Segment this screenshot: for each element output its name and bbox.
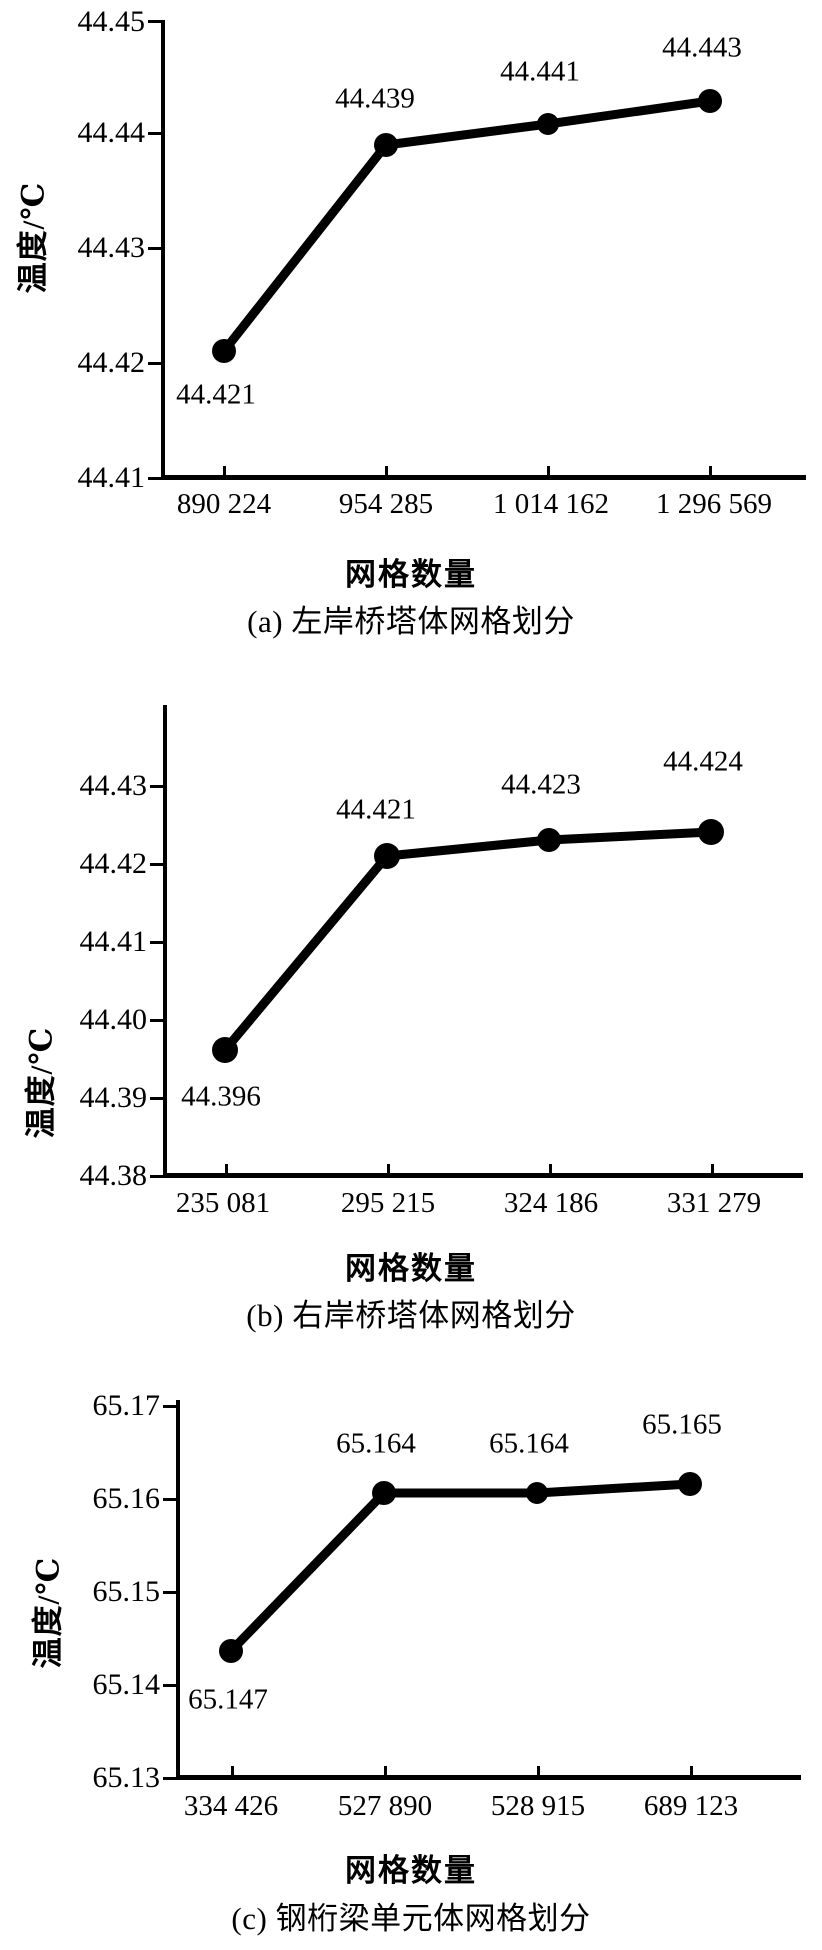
- chart-panel-b: 温度/℃ 44.38 44.39 44.40 44.41 44.42 44.43…: [0, 640, 822, 1340]
- y-tick-b-3: [150, 941, 163, 944]
- data-label-c-0: 65.147: [188, 1683, 268, 1716]
- y-tick-label-c-3: 65.16: [92, 1482, 161, 1515]
- x-tick-c-1: [384, 1766, 387, 1780]
- series-line-a: [212, 89, 722, 363]
- x-axis-line-c: [176, 1775, 801, 1780]
- y-tick-a-1: [148, 362, 161, 365]
- y-axis-line-a: [161, 20, 165, 480]
- data-label-b-0: 44.396: [181, 1080, 261, 1113]
- x-axis-title-b: 网格数量: [345, 1251, 477, 1286]
- x-tick-b-1: [387, 1164, 390, 1178]
- data-label-b-1: 44.421: [336, 793, 416, 826]
- data-label-a-0: 44.421: [176, 378, 256, 411]
- y-tick-label-b-0: 44.38: [79, 1159, 148, 1192]
- y-tick-label-b-1: 44.39: [79, 1081, 148, 1114]
- data-label-c-3: 65.165: [642, 1408, 722, 1441]
- y-tick-label-b-2: 44.40: [79, 1003, 148, 1036]
- x-tick-label-a-1: 954 285: [338, 488, 434, 520]
- panel-caption-a: (a) 左岸桥塔体网格划分: [247, 604, 575, 639]
- x-tick-label-c-0: 334 426: [183, 1790, 279, 1822]
- x-tick-label-a-0: 890 224: [176, 488, 272, 520]
- x-tick-a-0: [223, 466, 226, 480]
- x-axis-title-c: 网格数量: [345, 1853, 477, 1888]
- x-axis-title-a: 网格数量: [345, 557, 477, 592]
- x-tick-a-3: [709, 466, 712, 480]
- panel-caption-b: (b) 右岸桥塔体网格划分: [246, 1298, 576, 1333]
- x-tick-c-0: [231, 1766, 234, 1780]
- y-tick-b-0: [150, 1175, 163, 1178]
- y-tick-label-c-1: 65.14: [92, 1668, 161, 1701]
- x-axis-line-b: [163, 1173, 803, 1178]
- data-label-a-3: 44.443: [662, 31, 742, 64]
- x-tick-a-1: [385, 466, 388, 480]
- y-tick-b-1: [150, 1097, 163, 1100]
- panel-caption-c: (c) 钢桁梁单元体网格划分: [231, 1901, 591, 1936]
- y-tick-b-5: [150, 785, 163, 788]
- series-line-b: [212, 819, 724, 1063]
- y-tick-label-b-5: 44.43: [79, 769, 148, 802]
- y-axis-title-b: 温度/℃: [23, 1026, 59, 1139]
- y-axis-line-b: [163, 705, 167, 1178]
- plot-area-a: 44.41 44.42 44.43 44.44 44.45 890 224 95…: [78, 7, 806, 519]
- data-label-c-2: 65.164: [489, 1427, 569, 1460]
- y-tick-label-a-3: 44.44: [77, 116, 146, 149]
- data-label-b-2: 44.423: [501, 768, 581, 801]
- x-axis-line-a: [161, 475, 806, 480]
- x-tick-c-2: [537, 1766, 540, 1780]
- x-tick-c-3: [690, 1766, 693, 1780]
- y-tick-label-b-4: 44.42: [79, 847, 148, 880]
- y-tick-c-4: [163, 1405, 176, 1408]
- plot-area-c: 65.13 65.14 65.15 65.16 65.17 334 426 52…: [93, 1391, 801, 1821]
- x-tick-label-b-2: 324 186: [503, 1187, 599, 1219]
- x-tick-label-c-1: 527 890: [337, 1790, 433, 1822]
- y-tick-label-a-0: 44.41: [77, 461, 146, 494]
- y-tick-label-c-4: 65.17: [92, 1389, 161, 1422]
- x-tick-label-b-0: 235 081: [175, 1187, 271, 1219]
- x-tick-b-0: [225, 1164, 228, 1178]
- plot-area-b: 44.38 44.39 44.40 44.41 44.42 44.43 235 …: [80, 705, 803, 1218]
- y-axis-title-a: 温度/℃: [15, 181, 51, 294]
- data-label-c-1: 65.164: [336, 1427, 416, 1460]
- data-label-b-3: 44.424: [663, 745, 743, 778]
- y-tick-a-2: [148, 247, 161, 250]
- x-tick-label-a-2: 1 014 162: [493, 488, 609, 520]
- y-tick-b-2: [150, 1019, 163, 1022]
- y-tick-label-c-2: 65.15: [92, 1575, 161, 1608]
- y-tick-c-3: [163, 1498, 176, 1501]
- y-tick-label-b-3: 44.41: [79, 925, 148, 958]
- chart-panel-c: 温度/℃ 65.13 65.14 65.15 65.16 65.17 334 4…: [0, 1340, 822, 1950]
- x-tick-label-b-3: 331 279: [666, 1187, 762, 1219]
- y-tick-c-1: [163, 1684, 176, 1687]
- y-tick-c-0: [163, 1777, 176, 1780]
- y-tick-a-0: [148, 477, 161, 480]
- x-tick-a-2: [547, 466, 550, 480]
- y-tick-c-2: [163, 1591, 176, 1594]
- x-tick-b-3: [711, 1164, 714, 1178]
- y-tick-label-c-0: 65.13: [92, 1761, 161, 1794]
- y-tick-label-a-2: 44.43: [77, 231, 146, 264]
- y-axis-title-c: 温度/℃: [30, 1556, 66, 1669]
- x-tick-label-a-3: 1 296 569: [656, 488, 772, 520]
- chart-panel-a: 温度/℃ 44.41 44.42 44.43 44.44 44.45 890 2…: [0, 0, 822, 640]
- data-label-a-1: 44.439: [335, 82, 415, 115]
- x-tick-b-2: [549, 1164, 552, 1178]
- y-tick-label-a-1: 44.42: [77, 346, 146, 379]
- series-line-c: [219, 1472, 702, 1663]
- y-axis-line-c: [176, 1400, 180, 1780]
- y-tick-b-4: [150, 863, 163, 866]
- x-tick-label-c-2: 528 915: [490, 1790, 586, 1822]
- y-tick-a-4: [148, 20, 161, 23]
- x-tick-label-c-3: 689 123: [643, 1790, 739, 1822]
- y-tick-a-3: [148, 132, 161, 135]
- x-tick-label-b-1: 295 215: [340, 1187, 436, 1219]
- data-label-a-2: 44.441: [500, 55, 580, 88]
- y-tick-label-a-4: 44.45: [77, 5, 146, 38]
